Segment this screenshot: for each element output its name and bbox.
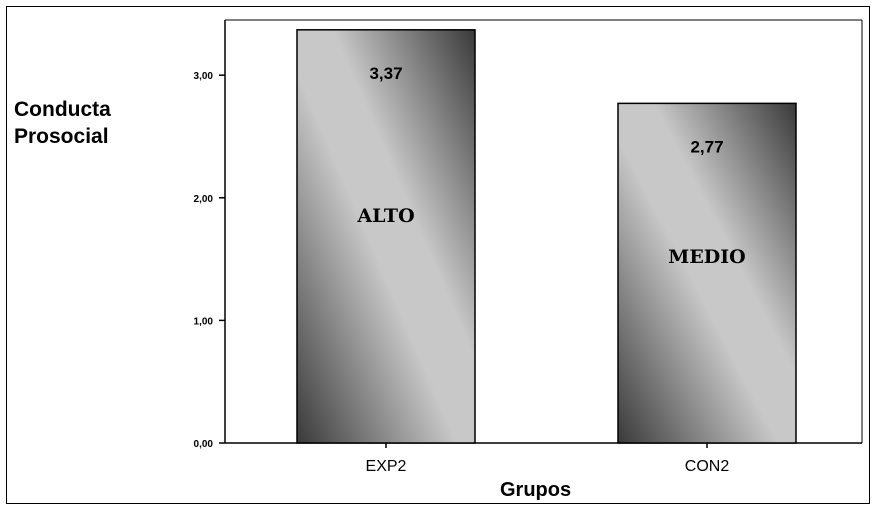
x-axis-label: Grupos (500, 479, 572, 501)
bar-category-label: ALTO (356, 205, 414, 227)
x-tick-label: EXP2 (366, 458, 407, 475)
y-tick-label: 3,00 (194, 71, 214, 82)
bar-value-label: 3,37 (369, 64, 402, 83)
bar (296, 29, 476, 444)
y-axis-label-line-2: Prosocial (14, 125, 109, 148)
bar-value-label: 2,77 (690, 137, 723, 156)
bar-category-label: MEDIO (668, 246, 745, 268)
y-tick-label: 0,00 (194, 439, 214, 450)
bar (617, 102, 797, 444)
y-axis-label-line-1: Conducta (14, 98, 111, 121)
y-tick-label: 1,00 (194, 316, 214, 327)
y-tick-label: 2,00 (194, 194, 214, 205)
x-tick-label: CON2 (685, 458, 730, 475)
y-axis-label: Conducta Prosocial (14, 96, 111, 150)
